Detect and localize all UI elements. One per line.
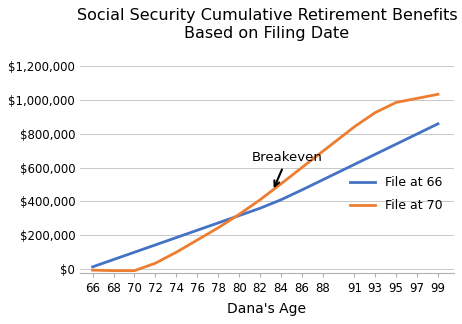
- File at 70: [111, 269, 116, 272]
- File at 70: [174, 250, 179, 254]
- File at 66: [320, 178, 326, 182]
- Line: File at 66: File at 66: [92, 124, 438, 267]
- File at 66: [111, 258, 116, 261]
- File at 70: [372, 111, 378, 115]
- File at 66: [278, 198, 284, 202]
- File at 70: [257, 198, 263, 202]
- File at 70: [152, 261, 158, 265]
- File at 70: [320, 149, 326, 153]
- File at 66: [435, 122, 441, 126]
- File at 66: [257, 206, 263, 210]
- File at 66: [90, 265, 95, 269]
- Line: File at 70: File at 70: [92, 94, 438, 271]
- File at 70: [435, 92, 441, 96]
- Title: Social Security Cumulative Retirement Benefits
Based on Filing Date: Social Security Cumulative Retirement Be…: [77, 8, 457, 41]
- File at 70: [352, 125, 357, 129]
- File at 70: [195, 238, 200, 242]
- File at 66: [414, 132, 420, 136]
- File at 66: [195, 228, 200, 232]
- File at 70: [90, 268, 95, 272]
- File at 66: [174, 236, 179, 239]
- File at 70: [414, 97, 420, 100]
- File at 66: [393, 142, 399, 146]
- File at 66: [152, 243, 158, 247]
- File at 70: [393, 100, 399, 104]
- File at 66: [237, 214, 242, 217]
- File at 66: [299, 188, 305, 192]
- File at 70: [132, 269, 137, 272]
- File at 66: [132, 250, 137, 254]
- File at 70: [278, 182, 284, 186]
- File at 66: [215, 221, 221, 225]
- Legend: File at 66, File at 70: File at 66, File at 70: [345, 171, 447, 217]
- File at 70: [299, 166, 305, 169]
- Text: Breakeven: Breakeven: [252, 151, 322, 186]
- File at 66: [372, 152, 378, 156]
- File at 70: [237, 213, 242, 216]
- X-axis label: Dana's Age: Dana's Age: [227, 302, 306, 316]
- File at 70: [215, 226, 221, 230]
- File at 66: [352, 163, 357, 167]
